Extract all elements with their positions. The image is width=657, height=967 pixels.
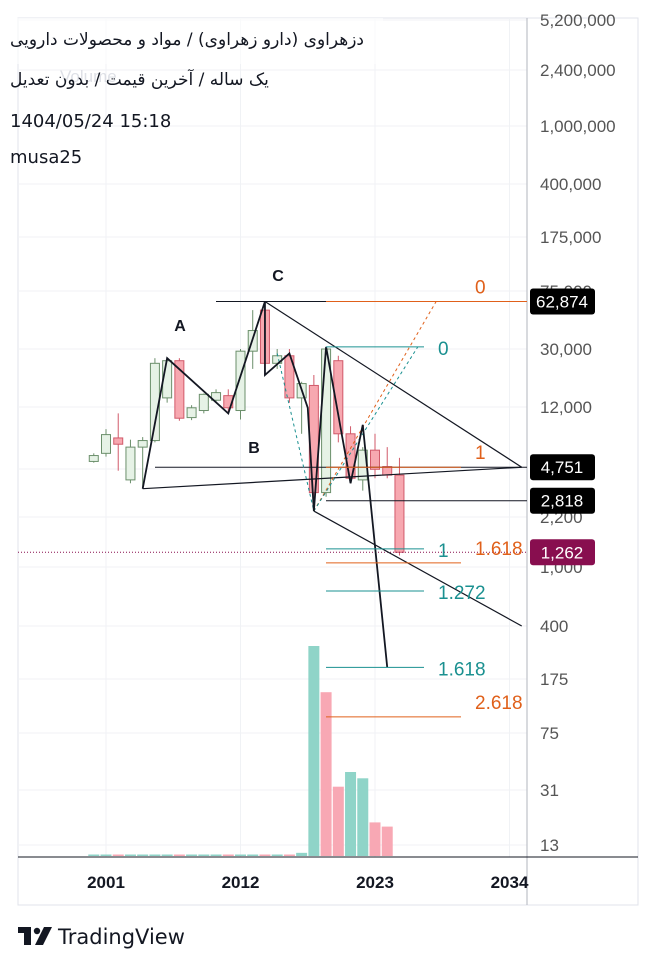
fib-orange-label: 1 [475,443,486,464]
volume-bar [210,854,222,856]
candle-body [333,360,344,435]
volume-bar [198,854,210,856]
wave-label-c: C [272,268,284,285]
candle-body [186,407,197,419]
volume-bar [235,854,246,856]
wave-label-a: A [174,318,186,335]
price-label-box [530,487,595,514]
tradingview-brand[interactable]: TradingView [18,925,185,950]
volume-bar [271,854,283,856]
volume-bar [283,854,295,856]
volume-bar [222,854,234,856]
candle-body [101,434,111,454]
volume-bar [308,646,320,856]
header-backdrop [0,18,383,64]
volume-bar [369,822,381,856]
volume-bar [357,778,369,856]
candle-body [321,348,332,494]
fib-teal-label: 1.618 [438,659,486,680]
price-label-box [530,539,595,566]
volume-bar [247,854,259,856]
volume-bar [381,826,393,856]
fib-teal-label: 1.272 [438,583,486,604]
projection-dashed-line [313,346,419,512]
candle-body [137,440,148,448]
trend-line [313,510,523,627]
price-label-box [530,288,595,315]
fib-teal-label: 0 [438,339,449,360]
snapshot-datetime: 1404/05/24 15:18 [10,111,172,132]
tradingview-logo-icon [18,926,52,950]
volume-bar [161,854,173,856]
volume-bar [100,854,112,856]
time-tick-label: 2034 [491,873,529,892]
price-tick-label: 400 [540,617,568,636]
price-tick-label: 31 [540,781,559,800]
volume-bar [259,854,271,856]
price-label-text: 2,818 [541,492,584,511]
volume-bar [88,854,100,856]
time-tick-label: 2001 [87,873,125,892]
wave-zigzag [141,301,389,668]
trend-line [142,466,522,490]
projection-dashed-line [313,301,437,512]
author-name: musa25 [10,147,83,168]
price-tick-label: 2,400,000 [540,61,616,80]
time-tick-label: 2012 [222,873,260,892]
candle-body [88,455,99,462]
candle-body [235,350,246,412]
price-label-text: 1,262 [541,543,584,562]
volume-bar [332,786,344,856]
price-label-text: 4,751 [541,458,584,477]
candle-body [370,449,380,470]
volume-bar [173,854,185,856]
time-tick-label: 2023 [356,873,394,892]
candle-body [125,446,136,481]
price-tick-label: 13 [540,836,559,855]
price-tick-label: 175,000 [540,228,601,247]
candle-body [174,360,185,419]
candle-body [394,474,405,553]
volume-bar [296,852,308,856]
fib-orange-label: 1.618 [475,539,523,560]
trend-line [264,301,523,468]
fib-teal-label: 1 [438,541,449,562]
price-tick-label: 5,200,000 [540,11,616,30]
volume-bar [124,854,136,856]
price-label-text: 62,874 [536,293,588,312]
candle-body [198,393,209,412]
volume-watermark: Volume [60,67,117,86]
price-tick-label: 75 [540,724,559,743]
price-tick-label: 12,000 [540,398,592,417]
brand-name: TradingView [58,925,185,949]
price-tick-label: 175 [540,670,568,689]
wave-label-b: B [248,440,260,457]
fib-orange-label: 2.618 [475,693,523,714]
volume-bar [149,854,161,856]
volume-bar [137,854,149,856]
volume-bar [112,854,124,856]
chart-title: دزهراوی (دارو زهراوی) / مواد و محصولات د… [10,30,364,50]
price-label-box [530,454,595,481]
projection-dashed-line [276,353,315,512]
chart-subtitle: یک ساله / آخرین قیمت / بدون تعدیل [10,70,269,90]
candle-body [211,392,222,401]
fib-orange-label: 0 [475,278,486,299]
candle-body [382,466,393,476]
candle-body [113,437,124,445]
price-tick-label: 30,000 [540,340,592,359]
price-tick-label: 400,000 [540,175,601,194]
volume-bar [345,772,357,856]
price-tick-label: 1,000,000 [540,117,616,136]
volume-bar [320,692,332,856]
volume-bar [186,854,198,856]
